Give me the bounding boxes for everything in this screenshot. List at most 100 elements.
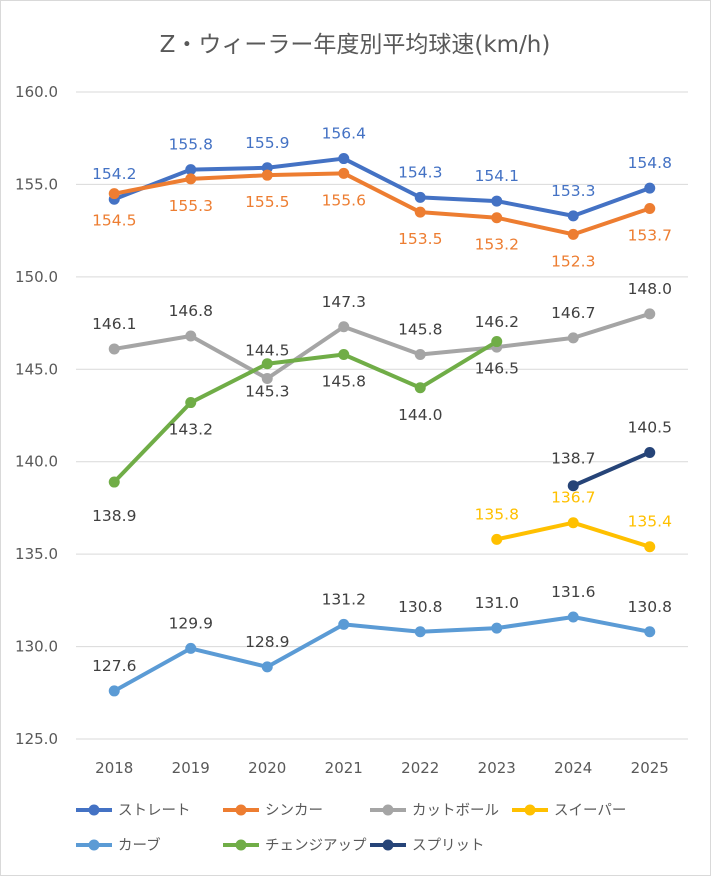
- series-5-point: [491, 336, 503, 348]
- x-tick-label: 2019: [172, 759, 210, 777]
- series-2-data-label: 144.5: [245, 342, 289, 360]
- series-6-point: [644, 446, 656, 458]
- series-2-point: [567, 332, 579, 344]
- series-0-line: [112, 156, 652, 218]
- series-0-data-label: 156.4: [322, 125, 366, 143]
- series-5-point: [338, 348, 350, 360]
- series-0-data-label: 154.2: [92, 165, 136, 183]
- legend-marker: [88, 839, 100, 851]
- legend-item: スイーパー: [512, 802, 626, 819]
- y-axis: 125.0 130.0 135.0 140.0 145.0 150.0 155.0 160.0: [15, 83, 58, 748]
- series-0-data-label: 154.3: [398, 163, 442, 181]
- series-3-data-label: 136.7: [551, 489, 595, 507]
- series-2-point: [338, 321, 350, 333]
- series-1-point: [338, 167, 350, 179]
- series-5-point: [185, 397, 197, 409]
- series-2-data-label: 145.8: [398, 320, 442, 338]
- x-tick-label: 2023: [478, 759, 516, 777]
- series-4-line: [112, 614, 652, 693]
- y-tick-label: 135.0: [15, 545, 58, 563]
- series-0-data-label: 154.8: [628, 154, 672, 172]
- series-0-point: [644, 182, 656, 194]
- series-1-data-label: 153.2: [475, 236, 519, 254]
- series-5-data-label: 146.5: [475, 360, 519, 378]
- series-1-data-label: 155.6: [322, 191, 366, 209]
- series-0-data-label: 155.9: [245, 134, 289, 152]
- legend-label: ストレート: [118, 803, 191, 819]
- legend-marker: [88, 804, 100, 816]
- series-6-data-label: 140.5: [628, 418, 672, 436]
- series-1-point: [644, 202, 656, 214]
- series-1-data-label: 153.5: [398, 230, 442, 248]
- x-tick-label: 2018: [95, 759, 133, 777]
- x-tick-label: 2021: [325, 759, 363, 777]
- y-tick-label: 125.0: [15, 730, 58, 748]
- series-4-data-label: 131.2: [322, 590, 366, 608]
- legend-item: カーブ: [76, 836, 161, 854]
- series-5-point: [261, 358, 273, 370]
- series-1-point: [108, 188, 120, 200]
- series-1-point: [491, 212, 503, 224]
- series-3-point: [567, 517, 579, 529]
- legend-marker: [382, 804, 394, 816]
- series-0-point: [567, 210, 579, 222]
- series-6-data-label: 138.7: [551, 450, 595, 468]
- series-2-point: [261, 373, 273, 385]
- data-labels: 154.2 155.8 155.9 156.4 154.3 154.1 153.3 154.8…: [92, 125, 672, 675]
- legend-label: カーブ: [118, 836, 161, 854]
- series-2-data-label: 148.0: [628, 280, 672, 298]
- x-tick-label: 2025: [631, 759, 669, 777]
- series-3-data-label: 135.8: [475, 505, 519, 523]
- legend-item: シンカー: [223, 803, 323, 819]
- series-5-data-label: 144.0: [398, 406, 442, 424]
- x-axis: 2018 2019 2020 2021 2022 2023 2024 2025: [95, 759, 669, 777]
- legend-label: スイーパー: [554, 802, 626, 819]
- series-4-data-label: 128.9: [245, 633, 289, 651]
- legend-marker: [235, 839, 247, 851]
- series-4-point: [338, 618, 350, 630]
- series-0-point: [338, 153, 350, 165]
- series-1-data-label: 155.3: [169, 197, 213, 215]
- series-0-data-label: 155.8: [169, 136, 213, 154]
- series-5-data-label: 138.9: [92, 507, 136, 525]
- y-tick-label: 130.0: [15, 638, 58, 656]
- series-1-data-label: 152.3: [551, 252, 595, 270]
- series-1-point: [261, 169, 273, 181]
- series-2-data-label: 146.7: [551, 304, 595, 322]
- series-2-point: [185, 330, 197, 342]
- series-4-point: [414, 626, 426, 638]
- series-5-point: [108, 476, 120, 488]
- series-4-data-label: 131.6: [551, 583, 595, 601]
- legend-marker: [524, 804, 536, 816]
- series-1-line: [112, 171, 652, 237]
- series-2-data-label: 147.3: [322, 293, 366, 311]
- legend-label: シンカー: [265, 803, 323, 819]
- legend-marker: [382, 839, 394, 851]
- series-4-point: [261, 661, 273, 673]
- series-1-point: [414, 206, 426, 218]
- series-group: [108, 153, 656, 697]
- series-2-line: [112, 311, 652, 381]
- series-0-point: [185, 164, 197, 176]
- series-1-point: [185, 173, 197, 185]
- series-1-data-label: 153.7: [628, 226, 672, 244]
- series-2-point: [644, 308, 656, 320]
- series-4-point: [567, 611, 579, 623]
- series-2-data-label: 146.1: [92, 315, 136, 333]
- legend-label: スプリット: [412, 837, 485, 854]
- series-4-data-label: 129.9: [169, 614, 213, 632]
- series-4-data-label: 130.8: [398, 598, 442, 616]
- series-4-point: [644, 626, 656, 638]
- y-tick-label: 140.0: [15, 453, 58, 471]
- legend-item: チェンジアップ: [223, 837, 367, 854]
- y-tick-label: 150.0: [15, 268, 58, 286]
- series-4-data-label: 131.0: [475, 594, 519, 612]
- x-tick-label: 2024: [554, 759, 592, 777]
- legend-marker: [235, 804, 247, 816]
- y-tick-label: 160.0: [15, 83, 58, 101]
- series-5-data-label: 143.2: [169, 421, 213, 439]
- series-2-data-label: 146.8: [169, 302, 213, 320]
